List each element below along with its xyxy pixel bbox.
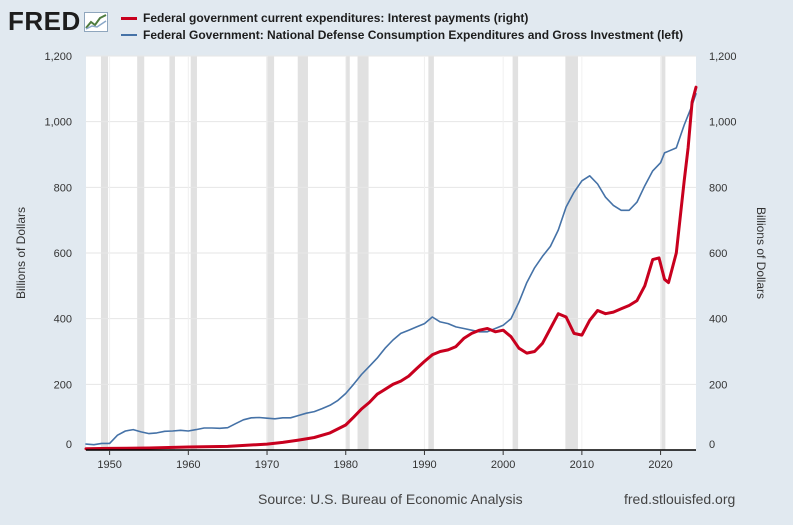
y-right-tick-label-6: 1,200 <box>709 51 737 63</box>
legend-label-defense: Federal Government: National Defense Con… <box>143 28 684 42</box>
legend-label-interest: Federal government current expenditures:… <box>143 11 529 25</box>
source-note: Source: U.S. Bureau of Economic Analysis <box>258 491 523 507</box>
y-right-tick-label-5: 1,000 <box>709 117 737 129</box>
x-tick-label-0: 1950 <box>97 459 121 471</box>
legend-swatch-interest <box>121 16 137 20</box>
y-left-tick-label-6: 1,200 <box>44 51 72 63</box>
y-axis-right-ticks: 0 200 400 600 800 1,000 1,200 <box>709 51 737 451</box>
x-tick-label-3: 1980 <box>333 459 357 471</box>
y-left-tick-label-1: 200 <box>54 379 72 391</box>
y-right-tick-label-0: 0 <box>709 439 715 451</box>
y-right-tick-label-3: 600 <box>709 248 727 260</box>
legend-swatch-defense <box>121 34 137 36</box>
x-tick-label-7: 2020 <box>648 459 672 471</box>
y-axis-left-ticks: 0 200 400 600 800 1,000 1,200 <box>44 51 72 451</box>
source-url-link[interactable]: fred.stlouisfed.org <box>624 491 736 507</box>
y-left-tick-label-4: 800 <box>54 182 72 194</box>
y-left-tick-label-2: 400 <box>54 314 72 326</box>
legend-item-national-defense[interactable]: Federal Government: National Defense Con… <box>121 27 683 43</box>
y-right-tick-label-1: 200 <box>709 379 727 391</box>
series-line-interest-payments <box>84 85 698 451</box>
y-left-tick-label-0: 0 <box>66 439 72 451</box>
x-tick-label-4: 1990 <box>412 459 436 471</box>
y-right-tick-label-2: 400 <box>709 314 727 326</box>
series-line-national-defense <box>85 93 697 446</box>
grid-lines <box>86 55 696 450</box>
logo-text: FRED <box>8 6 81 36</box>
x-tick-label-1: 1960 <box>176 459 200 471</box>
y-axis-left-title: Billions of Dollars <box>14 207 28 299</box>
y-right-tick-label-4: 800 <box>709 182 727 194</box>
x-axis-ticks: 1950 1960 1970 1980 1990 2000 2010 2020 <box>97 450 673 471</box>
y-left-tick-label-3: 600 <box>54 248 72 260</box>
graph-icon <box>83 11 108 32</box>
series-lines <box>84 85 698 451</box>
chart-header: FRED Federal government current expendit… <box>0 0 793 48</box>
x-tick-label-6: 2010 <box>570 459 594 471</box>
x-tick-label-2: 1970 <box>255 459 279 471</box>
fred-logo[interactable]: FRED <box>8 6 108 37</box>
legend-item-interest-payments[interactable]: Federal government current expenditures:… <box>121 10 528 26</box>
x-tick-label-5: 2000 <box>491 459 515 471</box>
y-left-tick-label-5: 1,000 <box>44 117 72 129</box>
y-axis-right-title: Billions of Dollars <box>754 207 768 299</box>
